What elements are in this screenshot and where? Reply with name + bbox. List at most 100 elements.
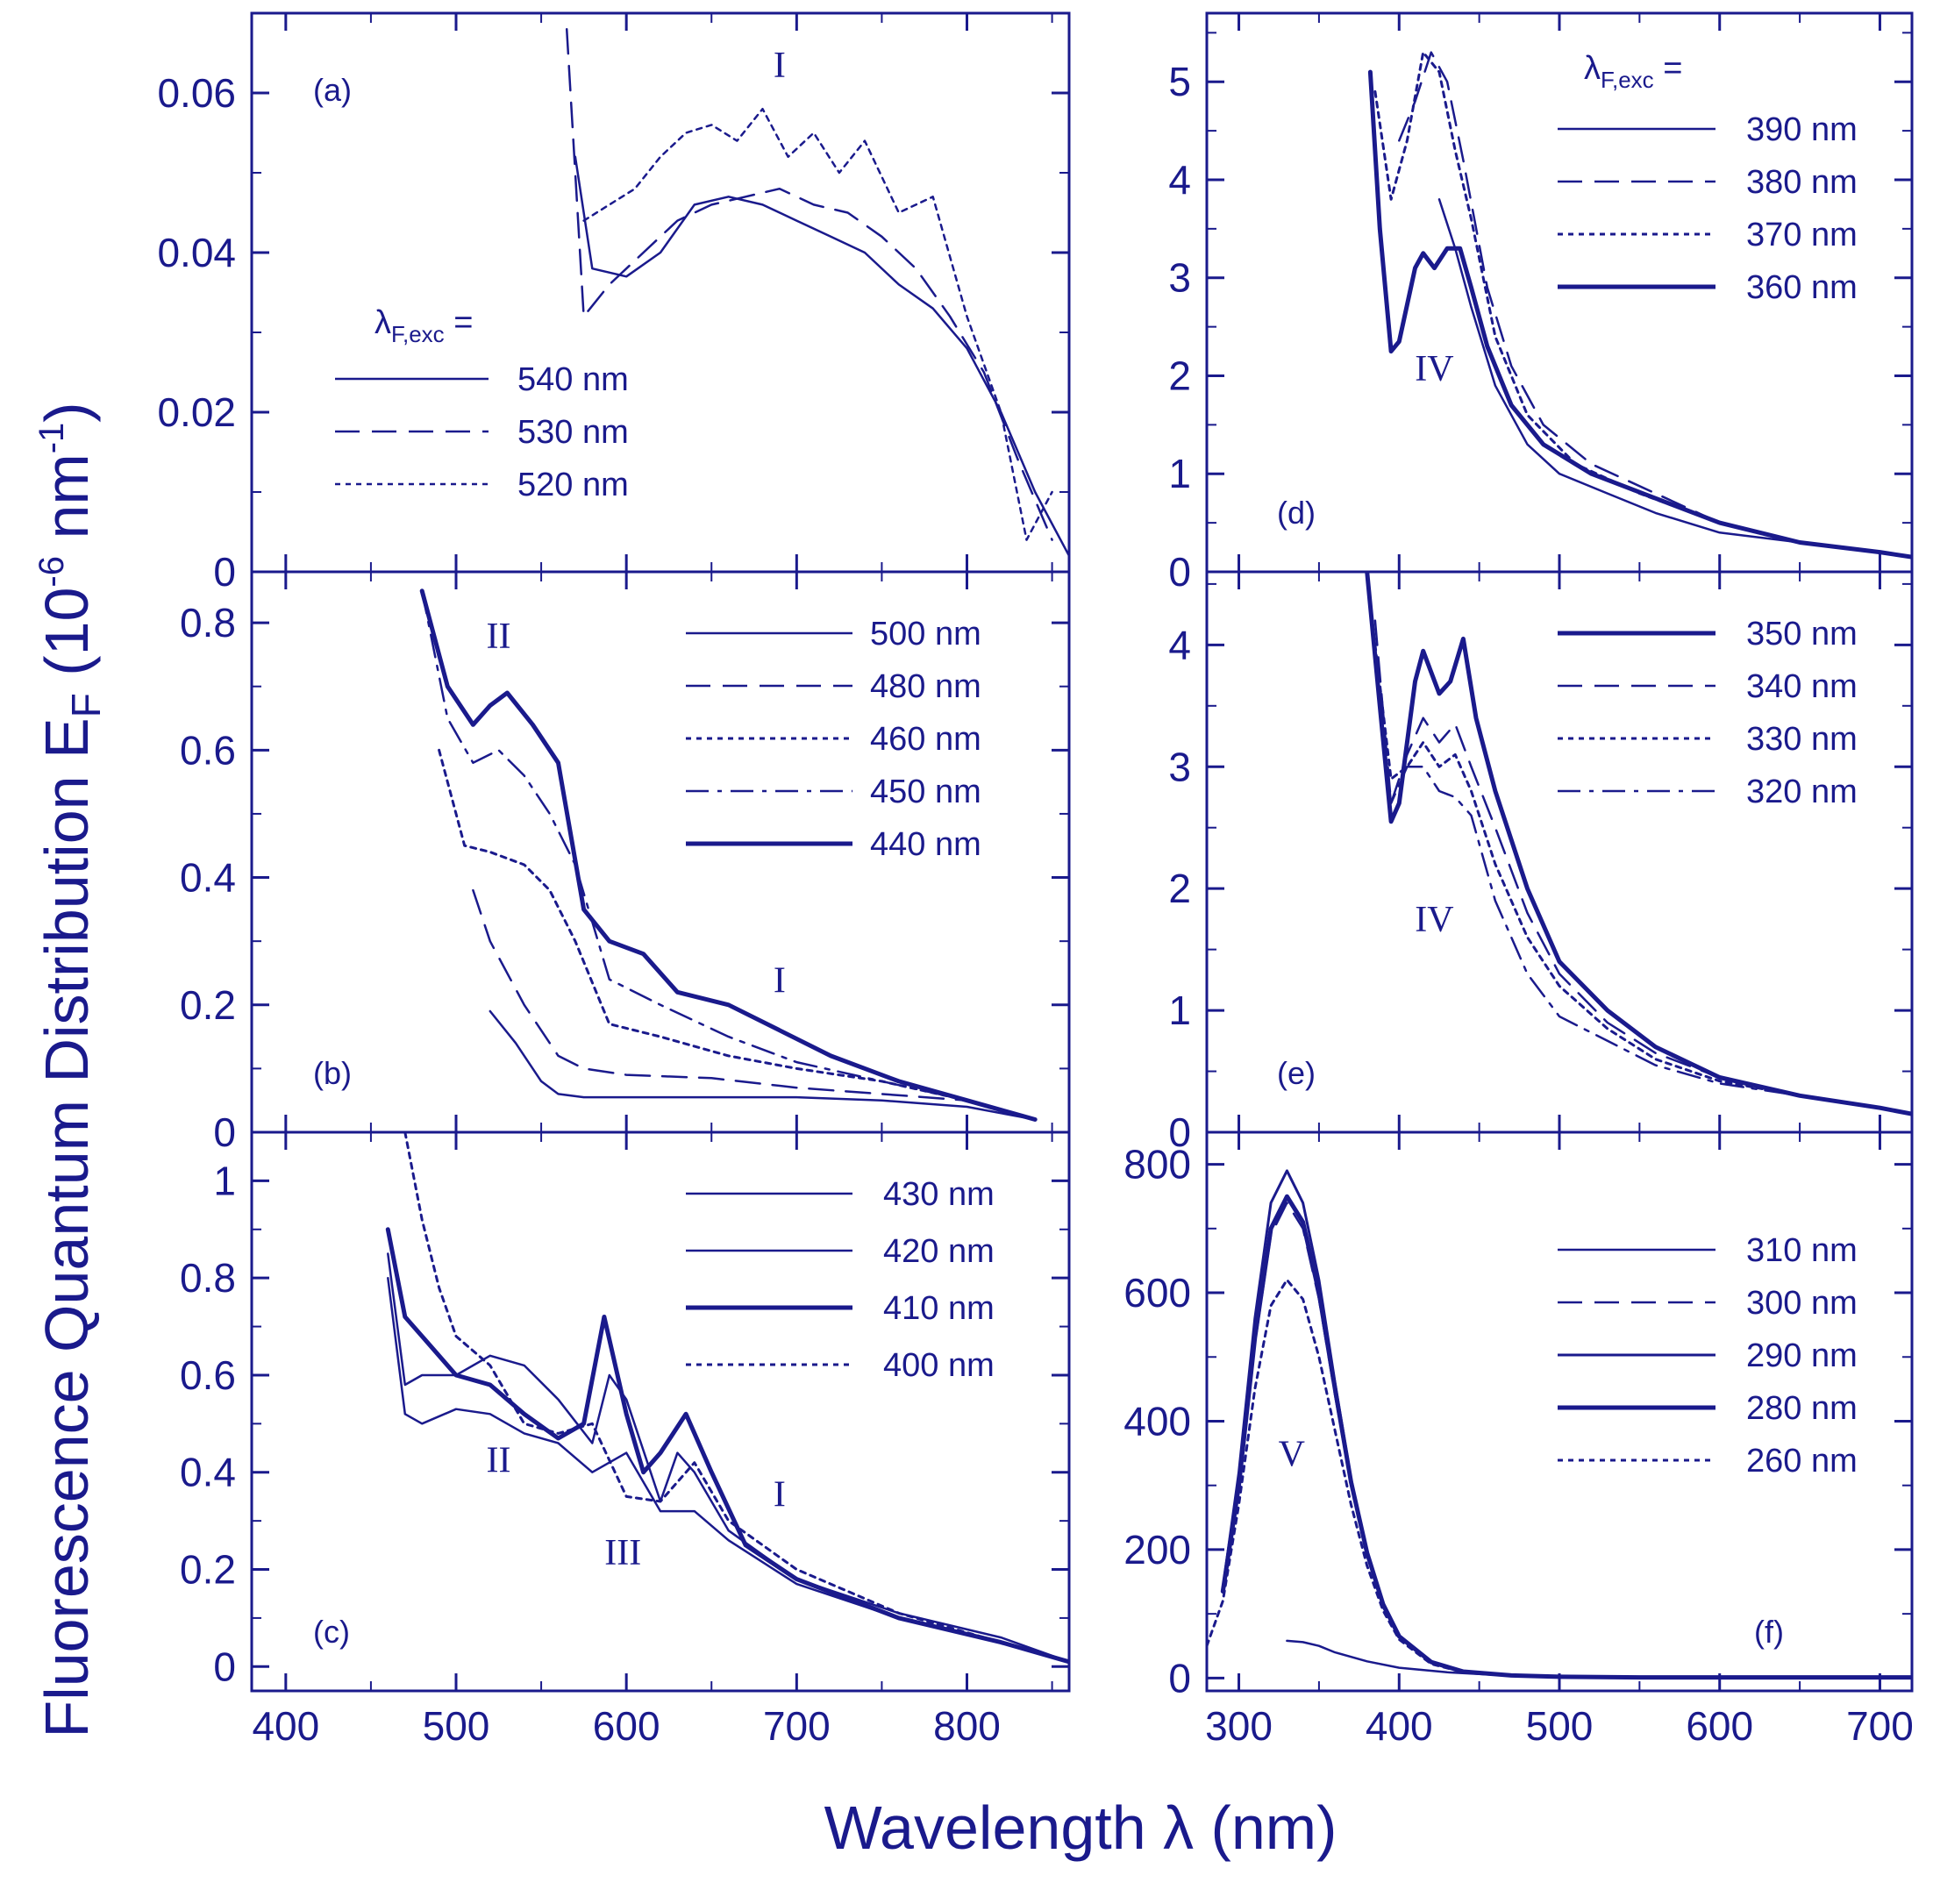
- x-tick-label: 300: [1205, 1703, 1273, 1749]
- y-tick-label: 0.4: [180, 1450, 236, 1495]
- y-tick-label: 3: [1168, 255, 1191, 301]
- y-tick-label: 2: [1168, 353, 1191, 398]
- annotation-label: III: [604, 1533, 641, 1573]
- legend-label: 320 nm: [1746, 774, 1858, 810]
- legend-header-lambda: λ: [1584, 50, 1601, 87]
- y-tick-label: 2: [1168, 866, 1191, 911]
- y-tick-label: 4: [1168, 622, 1191, 667]
- legend-header: λF,exc =: [374, 304, 473, 347]
- legend-label: 530 nm: [517, 414, 629, 451]
- series-group: [1207, 1169, 1912, 1680]
- x-tick-label: 800: [933, 1703, 1001, 1749]
- legend-label: 540 nm: [517, 361, 629, 398]
- series-line-410-nm: [385, 1227, 1069, 1665]
- series-line-340-nm: [1373, 619, 1912, 1116]
- panel-f: 0 200 400 600 800 300 400 500 600 700 (f) V 310 nm 30…: [1123, 1130, 1914, 1749]
- legend-label: 260 nm: [1746, 1443, 1858, 1480]
- legend-label: 340 nm: [1746, 668, 1858, 705]
- y-tick-label: 3: [1168, 744, 1191, 789]
- y-tick-label: 800: [1123, 1142, 1191, 1187]
- annotation-label: I: [774, 1475, 786, 1515]
- y-tick-label: 1: [1168, 988, 1191, 1033]
- series-line-360-nm: [1367, 69, 1912, 560]
- series-group: [1367, 51, 1912, 560]
- panel-letter: (e): [1277, 1055, 1316, 1091]
- series-line-530-nm: [565, 27, 1053, 541]
- annotation-label: II: [487, 617, 511, 657]
- legend-header-sub: F,exc: [1601, 67, 1654, 93]
- series-line-480-nm: [472, 888, 1037, 1121]
- legend-header-lambda: λ: [374, 304, 391, 341]
- y-tick-label: 0.6: [180, 727, 236, 773]
- series-group: [1365, 572, 1912, 1116]
- y-axis-title-units-close: ): [32, 402, 101, 422]
- y-tick-label: 0: [1168, 549, 1191, 595]
- y-axis-title-exp2: -1: [32, 423, 71, 454]
- y-tick-label: 0.4: [180, 855, 236, 901]
- annotation-label: IV: [1415, 900, 1453, 940]
- panel-letter: (c): [313, 1614, 350, 1650]
- panel-e: 0 1 2 3 4 (e) IV 350 nm 340 nm 330 nm 320 nm: [1168, 570, 1914, 1155]
- y-tick-label: 0.06: [157, 70, 236, 116]
- y-tick-label: 0.2: [180, 982, 236, 1028]
- x-tick-label: 600: [1686, 1703, 1753, 1749]
- y-tick-label: 1: [213, 1158, 236, 1203]
- series-group: [419, 588, 1038, 1122]
- series-line-540-nm: [574, 155, 1069, 558]
- legend-label: 520 nm: [517, 467, 629, 503]
- x-tick-label: 500: [1526, 1703, 1594, 1749]
- series-line-500-nm: [489, 1009, 1037, 1121]
- legend-header: λF,exc =: [1584, 50, 1682, 93]
- legend-label: 350 nm: [1746, 616, 1858, 652]
- panel-letter: (a): [313, 72, 352, 108]
- y-axis-title-main: Fluorescence Quantum Distribution E: [32, 717, 101, 1737]
- series-line-400-nm: [403, 1132, 1069, 1664]
- legend-header-sub: F,exc: [391, 321, 445, 347]
- y-tick-label: 600: [1123, 1270, 1191, 1316]
- annotation-label: I: [774, 960, 786, 1001]
- series-group: [565, 27, 1069, 558]
- legend-label: 310 nm: [1746, 1232, 1858, 1269]
- y-axis-title-units-open: (10: [32, 588, 101, 694]
- panel-letter: (b): [313, 1055, 352, 1091]
- series-group: [385, 1132, 1069, 1665]
- x-tick-label: 600: [593, 1703, 660, 1749]
- series-line-330-nm: [1373, 643, 1912, 1116]
- legend-label: 400 nm: [883, 1347, 995, 1384]
- legend-header-eq: =: [445, 304, 474, 341]
- legend-label: 440 nm: [870, 826, 981, 863]
- panel-d: 0 1 2 3 4 5 (d) IV λF,exc = 390 nm 380 nm 370 nm 360…: [1168, 11, 1914, 595]
- series-line-320-nm: [1373, 655, 1912, 1116]
- legend-label: 430 nm: [883, 1176, 995, 1213]
- y-tick-label: 0.8: [180, 600, 236, 645]
- y-tick-label: 5: [1168, 59, 1191, 104]
- y-tick-label: 0: [213, 549, 236, 595]
- y-tick-label: 1: [1168, 451, 1191, 496]
- x-tick-label: 500: [423, 1703, 490, 1749]
- y-tick-label: 200: [1123, 1527, 1191, 1572]
- panel-letter: (d): [1277, 495, 1316, 531]
- x-tick-label: 400: [252, 1703, 319, 1749]
- legend-label: 390 nm: [1746, 111, 1858, 148]
- y-tick-label: 0: [1168, 1655, 1191, 1701]
- legend-label: 500 nm: [870, 616, 981, 652]
- y-tick-label: 0.6: [180, 1352, 236, 1398]
- x-tick-label: 700: [763, 1703, 831, 1749]
- y-axis-title-units-mid: nm: [32, 453, 101, 556]
- legend-label: 280 nm: [1746, 1390, 1858, 1427]
- legend-label: 420 nm: [883, 1233, 995, 1270]
- legend-label: 410 nm: [883, 1290, 995, 1327]
- annotation-label: II: [487, 1441, 511, 1481]
- annotation-label: V: [1279, 1435, 1305, 1475]
- y-tick-label: 400: [1123, 1398, 1191, 1444]
- y-tick-label: 0.2: [180, 1547, 236, 1593]
- legend-label: 460 nm: [870, 721, 981, 758]
- y-axis-title: Fluorescence Quantum Distribution EF (10…: [32, 402, 109, 1737]
- y-tick-label: 0.02: [157, 389, 236, 435]
- legend-label: 360 nm: [1746, 269, 1858, 306]
- y-tick-label: 0: [1168, 1109, 1191, 1155]
- y-axis-title-exp1: -6: [32, 556, 71, 588]
